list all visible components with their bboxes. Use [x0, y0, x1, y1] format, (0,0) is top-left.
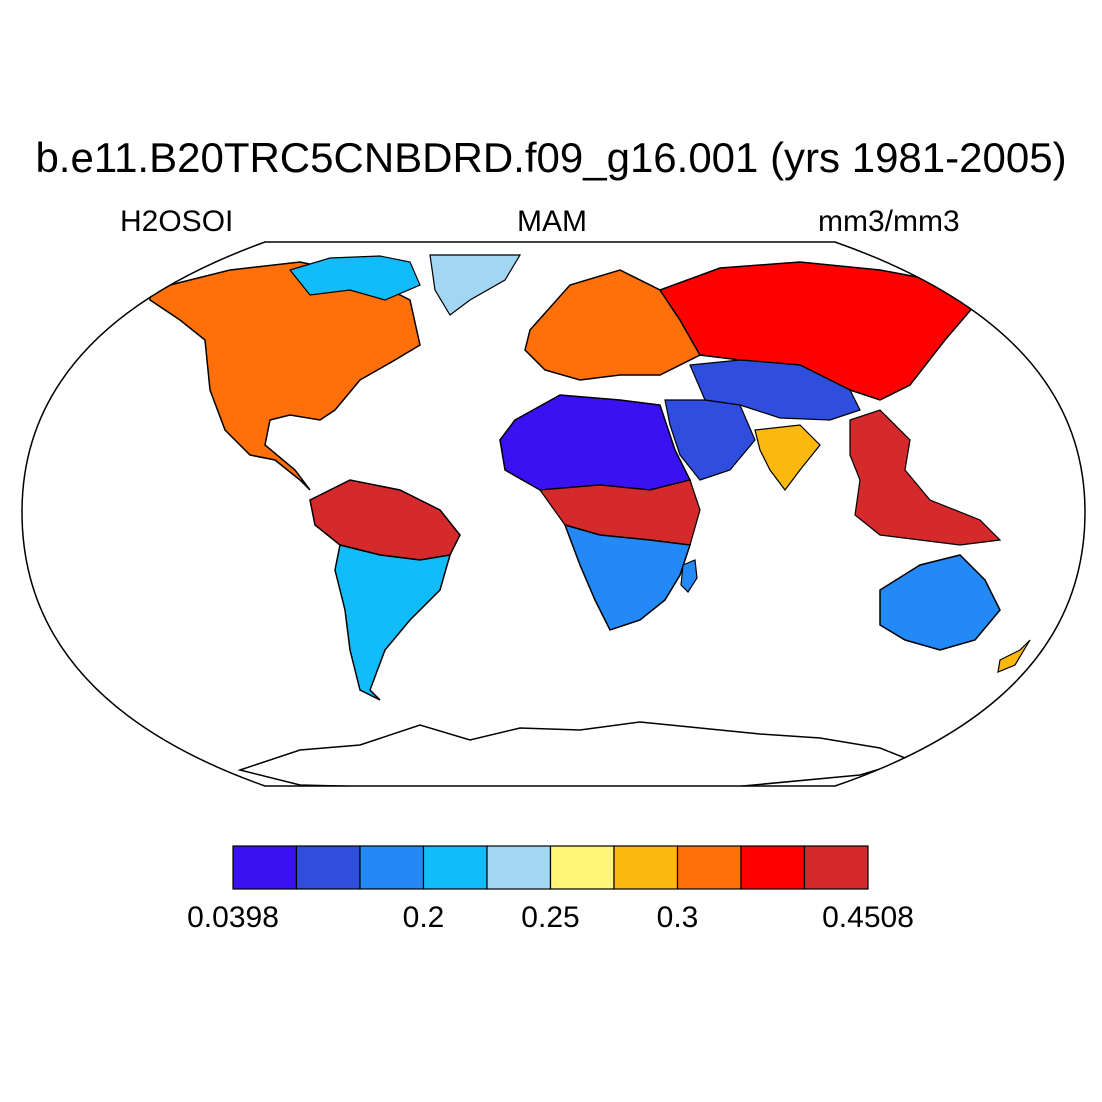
plot-title: b.e11.B20TRC5CNBDRD.f09_g16.001 (yrs 198… — [35, 134, 1067, 181]
colorbar-swatch — [676, 845, 742, 890]
colorbar-swatch — [422, 845, 488, 890]
region-india — [754, 424, 821, 491]
colorbar-tick-label: 0.4508 — [822, 901, 914, 934]
region-congo — [538, 479, 701, 546]
map-border — [21, 241, 1086, 787]
region-europe — [524, 269, 702, 381]
new-zealand-region — [997, 639, 1031, 673]
region-north-america — [149, 261, 421, 491]
colorbar-tick-label: 0.25 — [521, 901, 580, 934]
colorbar-swatch — [295, 845, 361, 890]
region-amazon — [309, 479, 461, 561]
colorbar-swatch — [803, 845, 869, 890]
region-southeast-asia — [849, 409, 1002, 546]
colorbar-tick-label: 0.0398 — [187, 901, 279, 934]
region-sahara — [499, 394, 692, 491]
colorbar-swatch — [613, 845, 679, 890]
region-antarctica — [237, 721, 913, 786]
madagascar-region — [680, 559, 698, 593]
region-southern-africa — [563, 523, 692, 631]
region-arabia — [664, 399, 756, 481]
colorbar-swatch — [549, 845, 615, 890]
region-greenland-coast — [429, 254, 522, 316]
colorbar-tick-label: 0.3 — [656, 901, 699, 934]
colorbar-labels: 0.0398 0.2 0.25 0.3 0.4508 — [0, 896, 1102, 946]
region-siberia — [658, 261, 976, 401]
season-label: MAM — [517, 205, 587, 238]
region-australia — [879, 554, 1001, 651]
colorbar-swatch — [486, 845, 552, 890]
units-label: mm3/mm3 — [818, 205, 960, 238]
variable-label: H2OSOI — [120, 205, 234, 238]
colorbar-tick-label: 0.2 — [402, 901, 445, 934]
colorbar-swatch — [232, 845, 298, 890]
colorbar-swatch — [740, 845, 806, 890]
colorbar — [232, 845, 869, 890]
region-canada-north — [288, 255, 421, 301]
region-patagonia — [334, 544, 452, 701]
colorbar-swatch — [359, 845, 425, 890]
